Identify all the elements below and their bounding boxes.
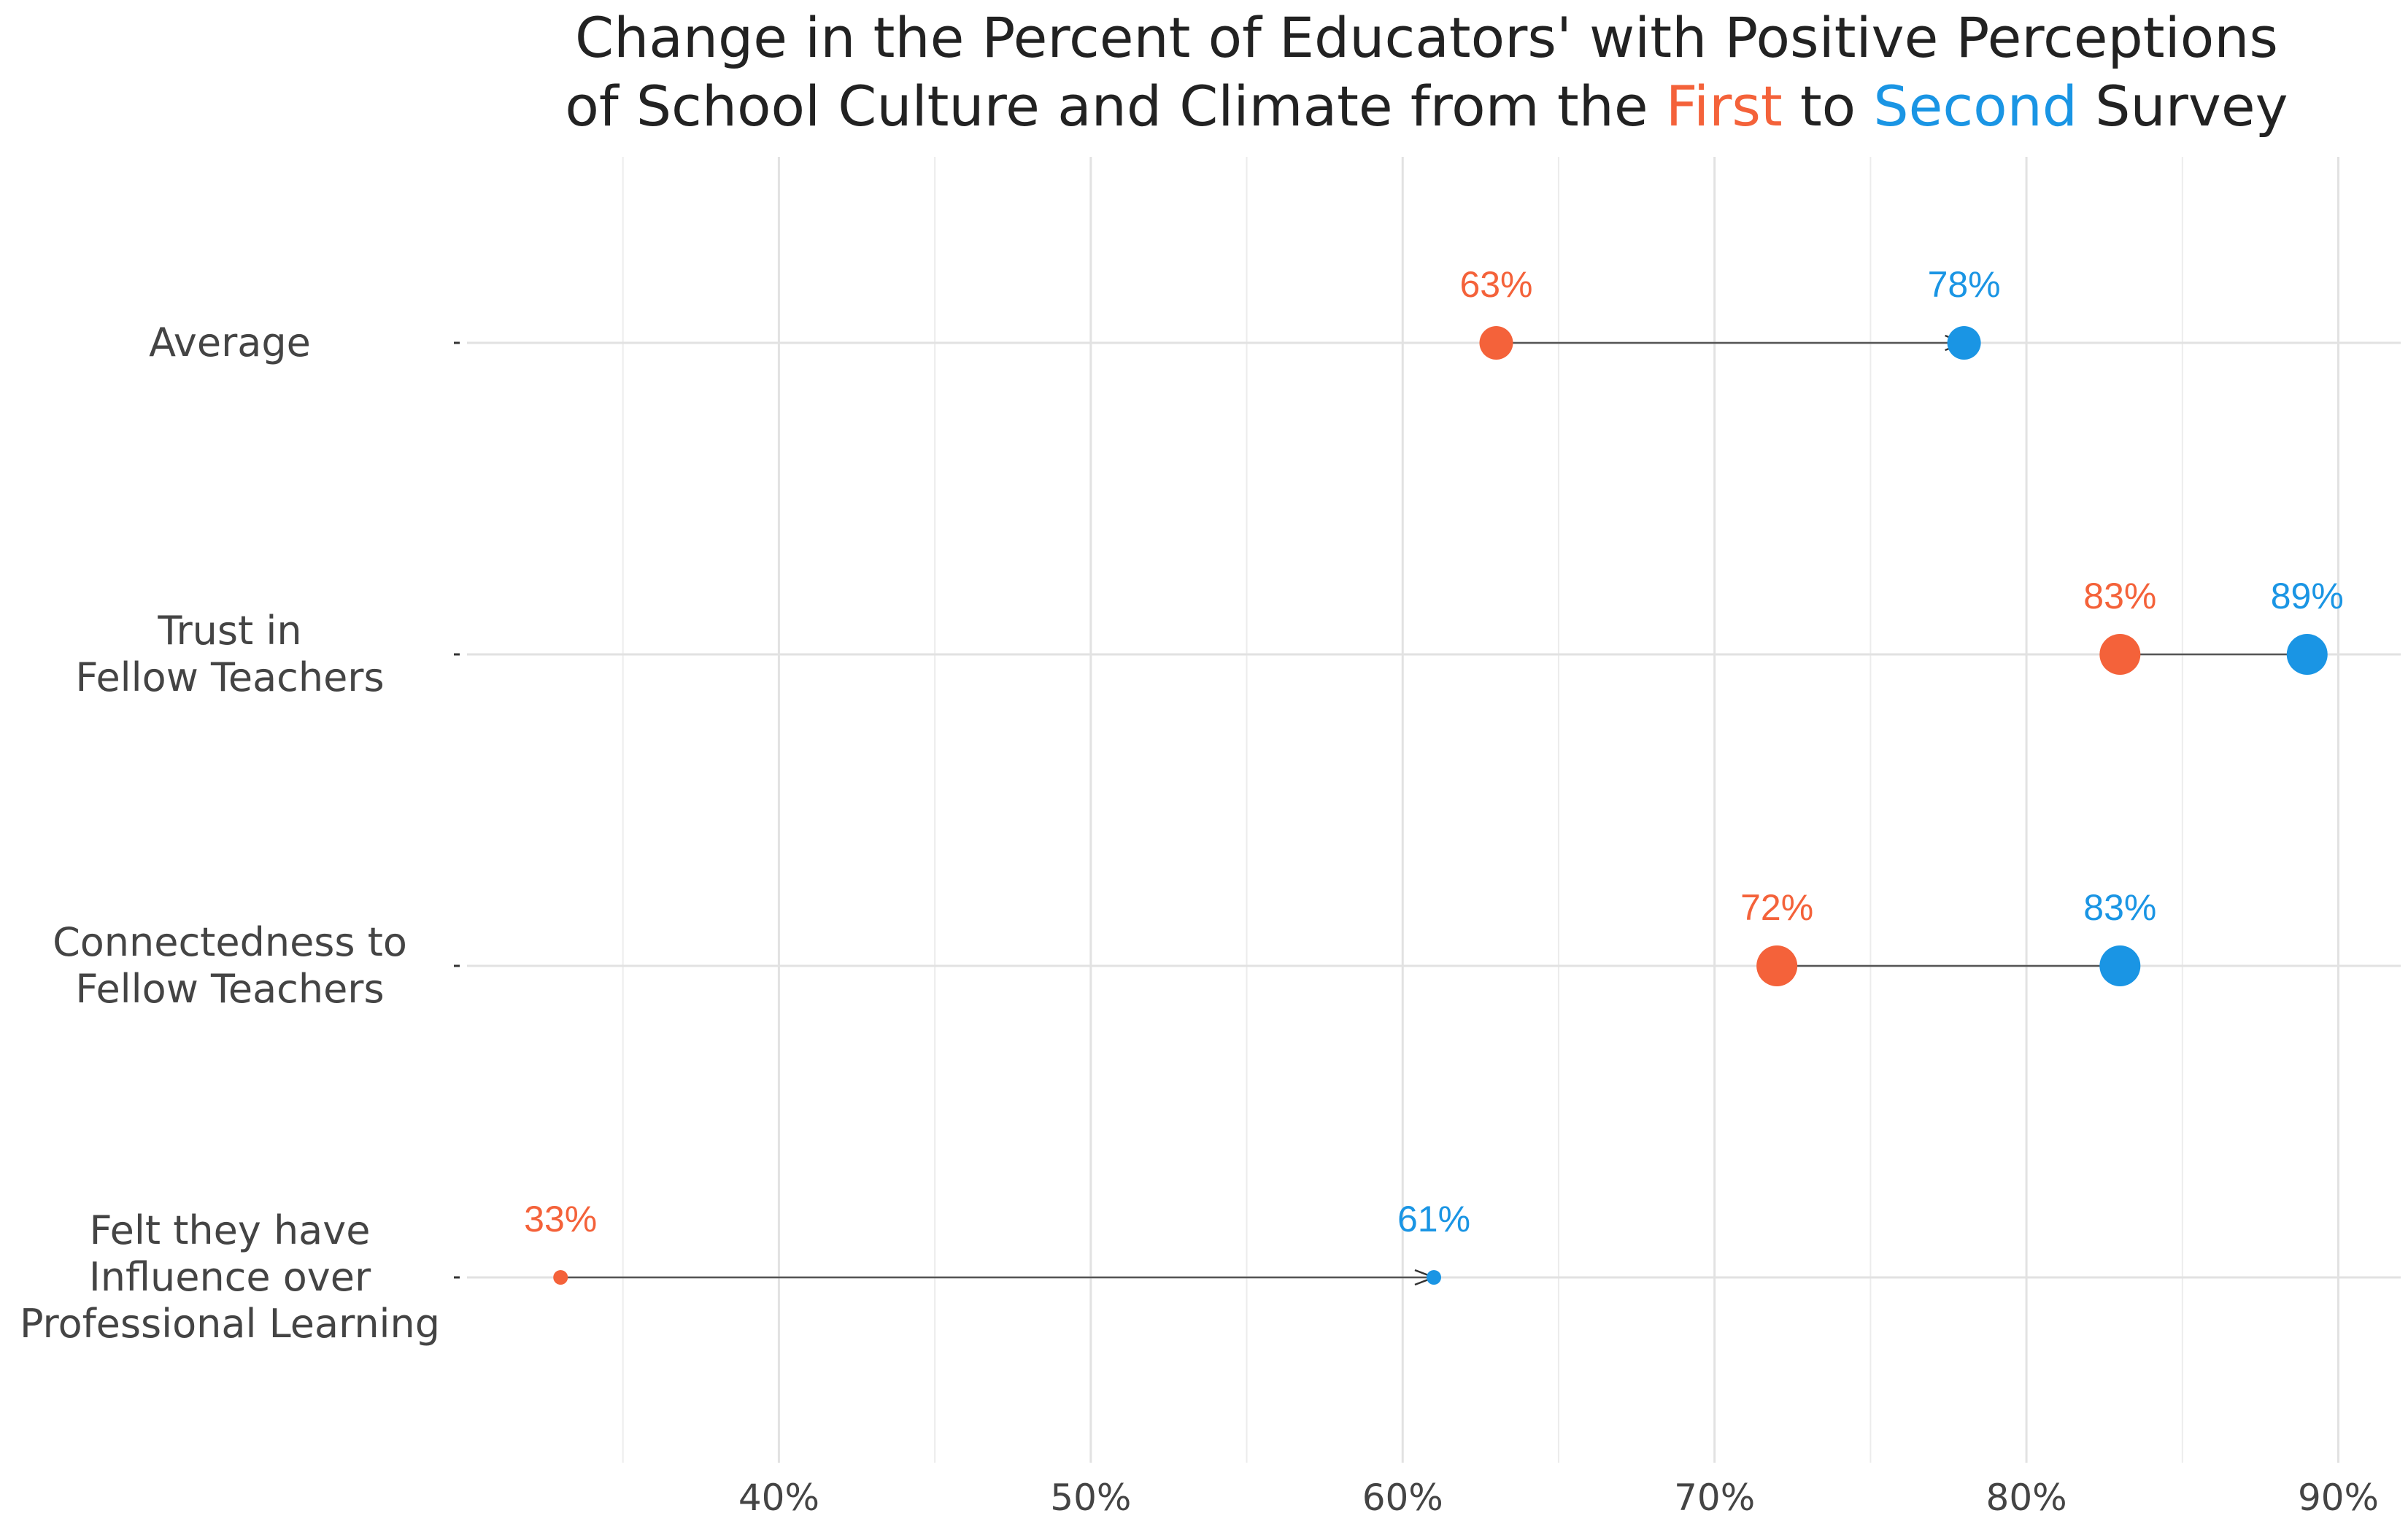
- category-label-line: Fellow Teachers: [75, 966, 384, 1012]
- category-label: Felt they have Influence over Professional…: [20, 1207, 440, 1347]
- category-label: Connectedness to Fellow Teachers: [53, 919, 407, 1012]
- title-connector: to: [1783, 74, 1874, 139]
- second-survey-point: [2099, 945, 2141, 986]
- x-axis: 40% 50% 60% 70% 80% 90%: [454, 341, 2379, 1519]
- first-value-label: 72%: [1740, 887, 1813, 928]
- first-survey-point: [1479, 326, 1513, 360]
- category-label-line: Influence over: [89, 1254, 371, 1300]
- x-tick-label: 80%: [1986, 1477, 2067, 1519]
- category-label-line: Average: [149, 320, 311, 365]
- first-value-label: 83%: [2083, 576, 2156, 616]
- grid-layer: [467, 157, 2401, 1463]
- marks-layer: 63% 78% 83% 89% 72% 83% 33% 61%: [524, 264, 2344, 1285]
- first-survey-point: [2099, 634, 2141, 675]
- title-second-word: Second: [1873, 74, 2077, 139]
- second-value-label: 83%: [2083, 887, 2156, 928]
- second-value-label: 78%: [1928, 264, 2001, 305]
- first-survey-point: [1756, 945, 1798, 986]
- title-prefix: of School Culture and Climate from the: [565, 74, 1665, 139]
- second-survey-point: [1947, 326, 1981, 360]
- second-value-label: 89%: [2271, 576, 2344, 616]
- category-label: Average: [149, 320, 311, 365]
- x-tick-label: 40%: [738, 1477, 819, 1519]
- x-tick-label: 50%: [1050, 1477, 1131, 1519]
- first-value-label: 33%: [524, 1199, 597, 1239]
- category-label: Trust in Fellow Teachers: [75, 608, 384, 700]
- x-tick-label: 70%: [1674, 1477, 1755, 1519]
- title-first-word: First: [1666, 74, 1783, 139]
- category-label-line: Felt they have: [90, 1207, 371, 1253]
- category-label-line: Professional Learning: [20, 1301, 440, 1347]
- x-tick-label: 90%: [2298, 1477, 2379, 1519]
- second-value-label: 61%: [1397, 1199, 1470, 1239]
- x-tick-label: 60%: [1362, 1477, 1443, 1519]
- first-value-label: 63%: [1459, 264, 1532, 305]
- second-survey-point: [1427, 1270, 1441, 1285]
- title-suffix: Survey: [2077, 74, 2288, 139]
- category-label-line: Fellow Teachers: [75, 654, 384, 700]
- chart-title-line-1: Change in the Percent of Educators' with…: [575, 5, 2278, 70]
- first-survey-point: [553, 1270, 568, 1285]
- chart-title-line-2: of School Culture and Climate from the F…: [565, 74, 2288, 139]
- category-label-line: Trust in: [157, 608, 301, 654]
- category-label-line: Connectedness to: [53, 919, 407, 965]
- second-survey-point: [2286, 634, 2328, 675]
